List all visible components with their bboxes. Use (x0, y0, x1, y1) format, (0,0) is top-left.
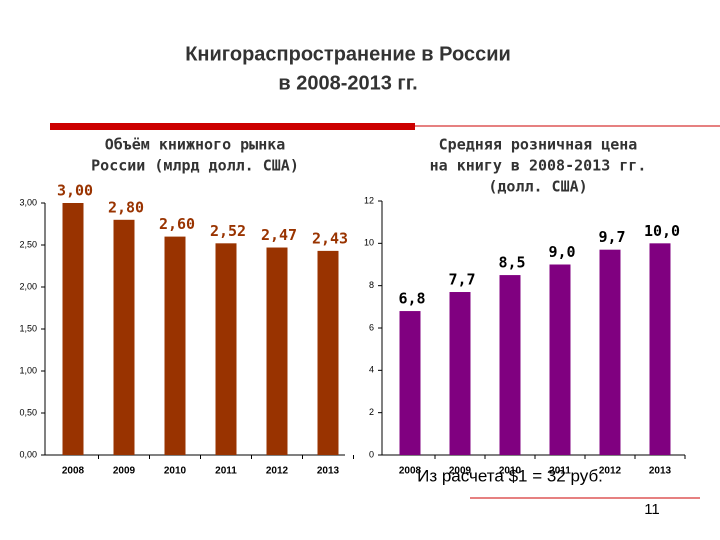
y-tick-label: 2,00 (19, 281, 37, 291)
chart-title: Объём книжного рынка (105, 136, 286, 154)
x-tick-label: 2011 (215, 466, 237, 477)
x-tick-label: 2011 (549, 466, 571, 477)
chart-title: на книгу в 2008-2013 гг. (430, 157, 647, 175)
bar (266, 247, 288, 455)
x-tick-label: 2012 (266, 466, 289, 477)
chart-title: России (млрд долл. США) (91, 157, 299, 175)
y-tick-label: 12 (364, 195, 374, 205)
y-tick-label: 0 (369, 449, 374, 459)
value-label: 2,60 (159, 215, 195, 233)
x-tick-label: 2009 (449, 466, 472, 477)
x-tick-label: 2013 (317, 466, 340, 477)
value-label: 3,00 (57, 182, 93, 200)
bar (549, 264, 571, 455)
bar (649, 243, 671, 455)
y-tick-label: 2,50 (19, 239, 37, 249)
slide-title: Книгораспространение в России (185, 43, 511, 65)
y-tick-label: 4 (369, 365, 374, 375)
value-label: 7,7 (448, 271, 475, 289)
y-tick-label: 1,00 (19, 365, 37, 375)
x-tick-label: 2010 (499, 466, 522, 477)
value-label: 2,47 (261, 226, 297, 244)
y-tick-label: 8 (369, 280, 374, 290)
value-label: 10,0 (644, 222, 680, 240)
y-tick-label: 6 (369, 322, 374, 332)
value-label: 2,52 (210, 222, 246, 240)
value-label: 9,7 (598, 228, 625, 246)
y-tick-label: 2 (369, 407, 374, 417)
bar (113, 219, 135, 455)
chart-title: Средняя розничная цена (439, 136, 638, 154)
bar (399, 311, 421, 455)
note: Из расчета $1 = 32 руб. (417, 466, 603, 485)
bar (215, 243, 237, 455)
value-label: 6,8 (398, 290, 425, 308)
page-number: 11 (644, 501, 660, 518)
x-tick-label: 2008 (399, 466, 422, 477)
x-tick-label: 2012 (599, 466, 622, 477)
bar (62, 203, 84, 455)
slide-title: в 2008-2013 гг. (278, 72, 417, 94)
x-tick-label: 2013 (649, 466, 672, 477)
value-label: 9,0 (548, 243, 575, 261)
y-tick-label: 3,00 (19, 197, 37, 207)
value-label: 2,43 (312, 229, 348, 247)
value-label: 8,5 (498, 254, 525, 272)
bar (317, 250, 339, 455)
bar (599, 249, 621, 455)
bar (499, 275, 521, 455)
chart-title: (долл. США) (488, 178, 587, 196)
y-tick-label: 1,50 (19, 323, 37, 333)
y-tick-label: 10 (364, 238, 374, 248)
bar (164, 236, 186, 455)
value-label: 2,80 (108, 198, 144, 216)
x-tick-label: 2008 (62, 466, 85, 477)
x-tick-label: 2009 (113, 466, 136, 477)
bar (449, 292, 471, 455)
title-rule (50, 123, 415, 130)
x-tick-label: 2010 (164, 466, 187, 477)
y-tick-label: 0,00 (19, 449, 37, 459)
y-tick-label: 0,50 (19, 407, 37, 417)
